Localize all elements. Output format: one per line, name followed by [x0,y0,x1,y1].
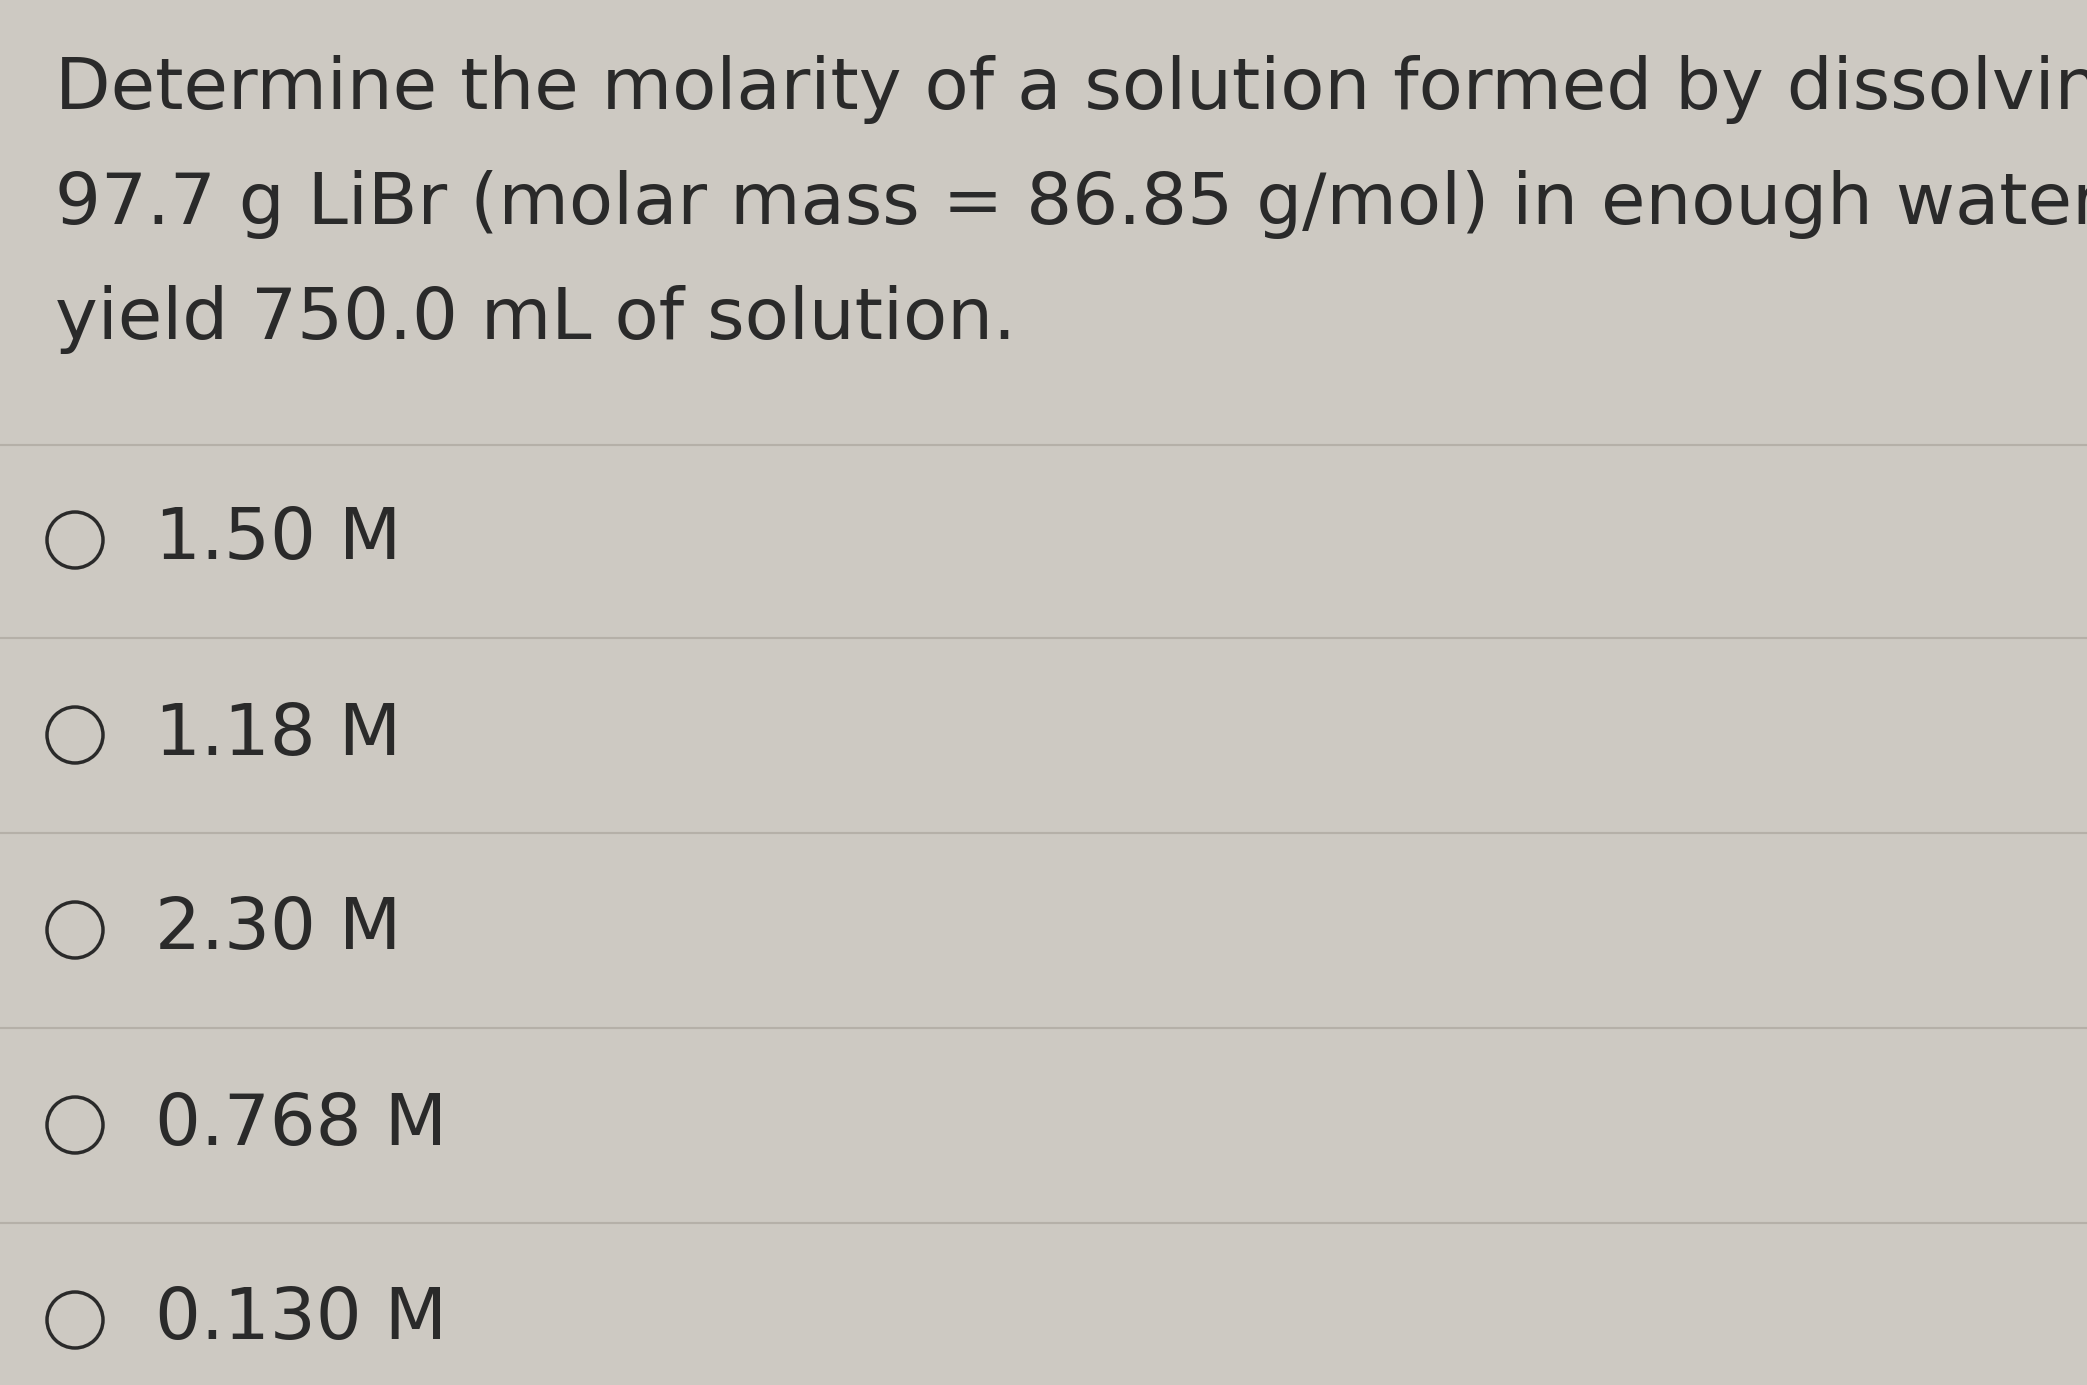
Text: 0.768 M: 0.768 M [154,1090,447,1159]
Text: 0.130 M: 0.130 M [154,1285,447,1355]
Text: Determine the molarity of a solution formed by dissolving: Determine the molarity of a solution for… [54,55,2087,125]
Text: 97.7 g LiBr (molar mass = 86.85 g/mol) in enough water to: 97.7 g LiBr (molar mass = 86.85 g/mol) i… [54,170,2087,240]
Text: 1.18 M: 1.18 M [154,701,401,770]
Text: 1.50 M: 1.50 M [154,506,401,575]
Text: yield 750.0 mL of solution.: yield 750.0 mL of solution. [54,285,1016,355]
Text: 2.30 M: 2.30 M [154,896,401,964]
